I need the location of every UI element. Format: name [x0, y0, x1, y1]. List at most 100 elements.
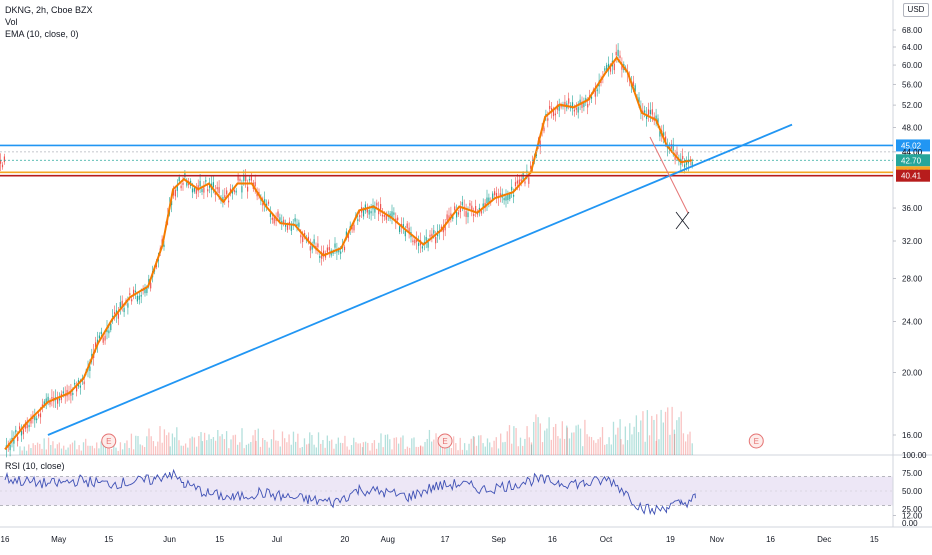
candle-body [49, 401, 51, 405]
candle-body [435, 237, 437, 244]
time-tick-label: 15 [215, 535, 224, 544]
candle-body [684, 164, 686, 168]
volume-bar [415, 446, 417, 455]
candle-body [617, 49, 619, 56]
volume-bar [517, 446, 519, 455]
candle-body [332, 251, 334, 254]
time-tick-label: 16 [548, 535, 557, 544]
candle-body [207, 189, 209, 192]
candle-body [446, 214, 448, 221]
volume-bar [34, 445, 37, 455]
volume-bar [257, 428, 259, 455]
volume-bar [530, 444, 533, 455]
volume-bar [575, 425, 577, 455]
volume-bar [656, 414, 658, 455]
candle-body [28, 425, 30, 428]
time-tick-label: 16 [766, 535, 775, 544]
candle-body [174, 189, 176, 197]
volume-bar [522, 445, 524, 455]
volume-bar [435, 433, 437, 455]
candle-body [560, 104, 562, 108]
candle-body [440, 226, 442, 230]
candle-body [429, 234, 431, 237]
candle-body [203, 187, 205, 193]
candle-body [518, 179, 520, 186]
candle-body [507, 194, 509, 201]
price-tick-label: 48.00 [902, 124, 923, 133]
candle-body [121, 300, 123, 307]
volume-bar [371, 443, 373, 455]
volume-bar [642, 411, 644, 455]
candle-body [345, 231, 347, 238]
rsi-axis: 100.00 75.00 50.00 25.00 0.00 [902, 451, 927, 528]
candle-body [402, 224, 404, 228]
volume-bar [559, 438, 561, 455]
volume-bar [212, 437, 215, 455]
candle-body [34, 416, 36, 421]
volume-bar [21, 450, 23, 455]
rsi-legend[interactable]: RSI (10, close) [5, 461, 65, 471]
candle-body [3, 156, 5, 163]
volume-bar [43, 438, 45, 455]
symbol-legend[interactable]: DKNG, 2h, Cboe BZX [5, 5, 93, 15]
time-tick-label: May [51, 535, 66, 544]
candle-body [41, 404, 43, 407]
candle-body [108, 330, 110, 334]
volume-bar [364, 441, 367, 455]
volume-bar [475, 445, 478, 455]
candle-body [134, 290, 137, 293]
volume-bar [417, 446, 420, 455]
volume-bar [168, 432, 170, 455]
candle-body [691, 161, 693, 166]
volume-bar [41, 448, 43, 455]
volume-bar [78, 445, 80, 455]
price-tick-label: 44.00 [902, 148, 923, 157]
time-axis: 16 May 15 Jun 15 Jul 20 Aug 17 Sep 16 Oct 19 Nov 16 Dec… [1, 535, 880, 544]
candle-body [471, 205, 473, 212]
candle-body [579, 99, 581, 106]
volume-bar [689, 431, 691, 455]
candle-body [571, 102, 574, 109]
volume-bar [664, 411, 667, 455]
volume-bar [466, 450, 468, 455]
ema-legend[interactable]: EMA (10, close, 0) [5, 29, 79, 39]
volume-bar [67, 447, 69, 455]
volume-bar [361, 447, 364, 455]
volume-bar [533, 421, 535, 455]
volume-bar [208, 434, 210, 455]
volume-bar [346, 446, 348, 455]
candle-body [266, 203, 268, 208]
volume-bar [58, 442, 60, 455]
volume-bar [486, 438, 489, 455]
volume-bar [502, 442, 504, 455]
candle-body [294, 218, 296, 222]
volume-bar [262, 438, 264, 455]
currency-button[interactable]: USD [903, 3, 929, 17]
volume-bar [635, 415, 638, 455]
volume-bar [441, 447, 444, 455]
volume-bar [450, 448, 453, 455]
candle-body [326, 247, 328, 253]
volume-legend[interactable]: Vol [5, 17, 18, 27]
candle-body [583, 101, 585, 108]
volume-bar [245, 444, 248, 455]
price-axis: 68.00 64.00 60.00 56.00 52.00 48.00 44.00 36.00… [893, 26, 930, 521]
volume-bar [270, 439, 273, 455]
volume-bar [582, 446, 584, 455]
volume-bar [163, 429, 166, 455]
volume-bar [633, 426, 635, 455]
volume-bar [395, 437, 398, 455]
volume-bar [408, 447, 411, 455]
volume-bar [195, 446, 198, 455]
volume-bar [577, 424, 579, 455]
candle-body [366, 208, 368, 213]
volume-bar [593, 440, 595, 455]
candle-body [655, 115, 657, 120]
volume-bar [369, 450, 371, 455]
volume-bar [342, 443, 344, 455]
candle-body [245, 175, 247, 182]
volume-bar [662, 422, 664, 455]
